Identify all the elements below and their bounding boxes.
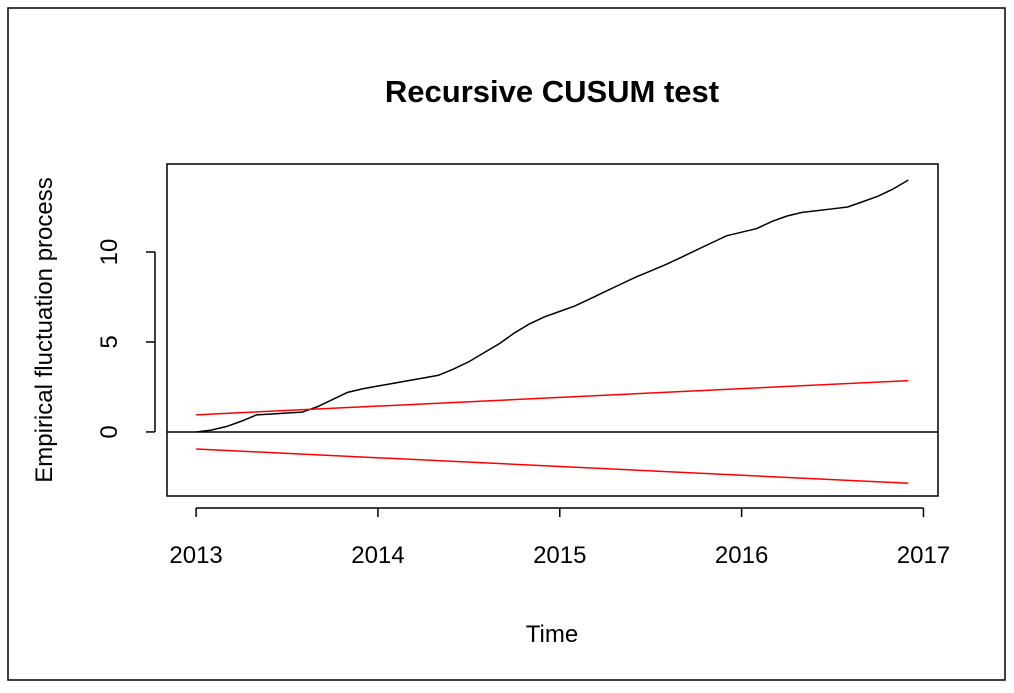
chart-title: Recursive CUSUM test — [385, 74, 719, 109]
frame — [7, 7, 1006, 681]
x-tick-label: 2015 — [533, 542, 586, 569]
x-tick-label: 2013 — [169, 542, 222, 569]
series-line — [196, 379, 909, 416]
y-tick-label: 0 — [96, 425, 123, 438]
y-tick-label: 10 — [96, 239, 123, 266]
series-line — [196, 448, 909, 484]
x-tick-label: 2016 — [715, 542, 768, 569]
x-tick-label: 2017 — [897, 542, 950, 569]
x-axis-label: Time — [526, 621, 578, 648]
plot-box — [166, 163, 939, 497]
y-axis-label: Empirical fluctuation process — [31, 177, 58, 482]
y-tick-label: 5 — [96, 335, 123, 348]
series-line — [196, 179, 909, 433]
x-tick-label: 2014 — [351, 542, 404, 569]
